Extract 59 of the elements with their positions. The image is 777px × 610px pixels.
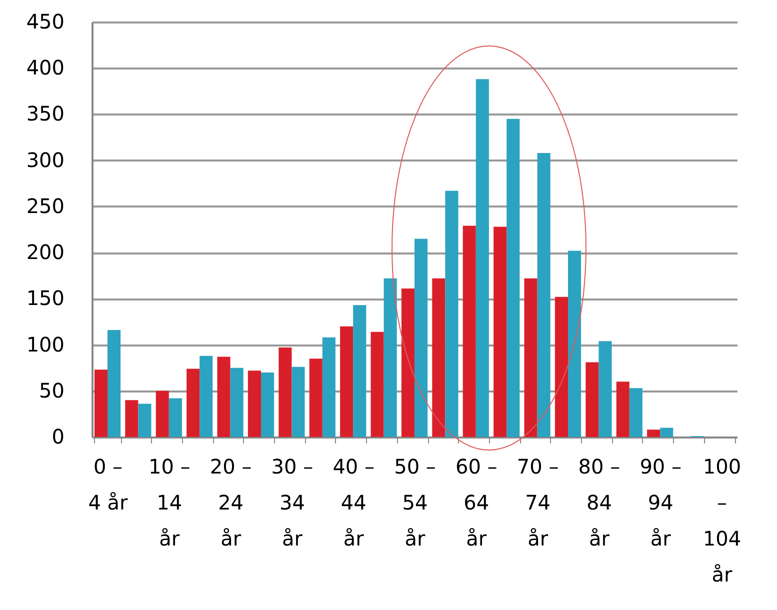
y-tick-label: 0 — [52, 424, 64, 448]
bar — [125, 400, 138, 437]
bar — [94, 370, 108, 437]
y-tick-label: 350 — [26, 102, 64, 126]
bar — [340, 326, 354, 437]
x-tick-label: 60 – 64 år — [455, 454, 498, 550]
bar — [414, 238, 428, 437]
x-tick-label: 20 – 24 år — [210, 454, 252, 550]
y-tick-label: 100 — [26, 332, 64, 356]
bar — [647, 430, 660, 437]
bar — [186, 368, 200, 437]
bar — [353, 305, 366, 437]
y-tick-label: 50 — [39, 378, 64, 402]
bar — [445, 190, 458, 437]
bar — [537, 152, 550, 437]
bar — [616, 382, 630, 437]
bar — [230, 368, 244, 437]
bar — [384, 278, 397, 437]
bar — [156, 390, 169, 437]
x-tick-label: 70 – 74 år — [516, 454, 559, 550]
bar — [292, 366, 305, 437]
bar — [217, 356, 230, 437]
x-tick-label: 10 – 14 år — [148, 454, 190, 550]
bar — [261, 372, 274, 437]
x-tick-label: 30 – 34 år — [271, 454, 314, 550]
x-tick-label: 100 – 104 år — [702, 454, 742, 586]
y-tick-label: 400 — [26, 56, 64, 80]
bar — [278, 348, 292, 437]
bar — [432, 278, 446, 437]
y-tick-label: 450 — [26, 10, 64, 34]
bar — [168, 398, 182, 437]
y-tick-label: 250 — [26, 194, 64, 218]
bar — [200, 356, 213, 437]
bar — [462, 226, 476, 437]
x-tick-label: 40 – 44 år — [332, 454, 375, 550]
bar — [309, 358, 322, 437]
bar — [322, 337, 336, 437]
bar — [629, 388, 642, 437]
y-tick-label: 150 — [26, 286, 64, 310]
bar — [598, 341, 612, 437]
bar — [476, 79, 489, 437]
bar — [506, 118, 520, 437]
bar — [586, 362, 599, 437]
bar — [554, 296, 568, 437]
bar — [108, 330, 121, 437]
bar — [401, 288, 414, 437]
x-tick-label: 80 – 84 år — [578, 454, 620, 550]
bar — [568, 250, 582, 437]
bar — [138, 404, 152, 437]
y-tick-label: 300 — [26, 148, 64, 172]
bar — [248, 370, 261, 437]
y-tick-label: 200 — [26, 240, 64, 264]
bar — [660, 428, 674, 437]
bar — [494, 226, 507, 437]
x-tick-label: 0 – 4 år — [88, 454, 129, 514]
x-tick-label: 50 – 54 år — [394, 454, 436, 550]
x-tick-label: 90 – 94 år — [640, 454, 682, 550]
bar — [370, 332, 384, 437]
bar — [524, 278, 538, 437]
